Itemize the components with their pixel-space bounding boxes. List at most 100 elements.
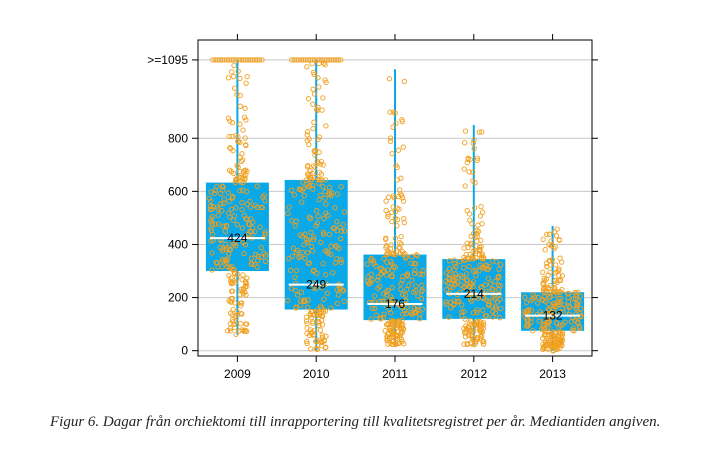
data-point (306, 214, 313, 220)
data-point (301, 297, 307, 303)
data-point (388, 242, 394, 248)
data-point (391, 300, 397, 306)
data-point (321, 215, 327, 222)
data-point (470, 268, 476, 274)
data-point (472, 234, 478, 240)
data-point (443, 301, 449, 307)
data-point (231, 217, 237, 224)
data-point (495, 275, 501, 281)
data-point (364, 278, 371, 284)
data-point (537, 309, 543, 315)
data-point (394, 164, 400, 171)
data-point (227, 320, 233, 327)
data-point (525, 308, 531, 314)
data-point (390, 341, 396, 347)
data-point (372, 305, 378, 312)
data-point (550, 347, 556, 354)
data-point (461, 341, 467, 347)
data-point (539, 326, 545, 332)
data-point (464, 159, 470, 166)
data-point (535, 300, 541, 306)
data-point (243, 321, 249, 327)
data-point (419, 282, 425, 288)
data-point (546, 242, 552, 248)
data-point (480, 307, 486, 313)
data-point (334, 300, 340, 307)
data-point (231, 85, 238, 91)
data-point (317, 309, 323, 316)
data-point (479, 329, 486, 335)
data-point (411, 270, 418, 277)
data-point (307, 182, 313, 189)
data-point (338, 228, 345, 234)
data-point (572, 290, 578, 296)
data-point (470, 248, 476, 254)
data-point (473, 248, 479, 254)
data-point (303, 314, 310, 320)
data-point (316, 196, 322, 203)
data-point (419, 271, 426, 277)
figure-caption: Figur 6. Dagar från orchiektomi till inr… (50, 414, 661, 430)
data-point (289, 253, 296, 259)
plot-frame (197, 39, 593, 357)
data-point (415, 293, 421, 299)
data-point (443, 270, 450, 276)
data-point (443, 299, 449, 305)
data-point (237, 188, 243, 194)
data-point (244, 201, 250, 207)
data-point (292, 287, 299, 294)
data-point (229, 69, 235, 75)
data-point (311, 71, 317, 78)
data-point (559, 273, 565, 279)
data-point (420, 268, 426, 274)
data-point (400, 251, 407, 258)
data-point (470, 178, 476, 184)
data-point (226, 272, 232, 279)
data-point (315, 342, 321, 349)
data-point (473, 319, 480, 325)
data-point (307, 215, 314, 222)
data-point (306, 136, 312, 142)
data-point (459, 313, 465, 319)
data-point (551, 285, 558, 291)
data-point (385, 194, 392, 200)
data-point (323, 210, 329, 216)
data-point (285, 210, 291, 217)
data-point (467, 217, 473, 223)
data-point (304, 340, 310, 347)
data-point (313, 208, 320, 214)
data-point (391, 333, 397, 340)
data-point (386, 306, 392, 312)
data-point (311, 119, 317, 125)
data-point (207, 203, 214, 209)
data-point (262, 229, 268, 235)
x-tick-label-2013: 2013 (539, 367, 566, 381)
data-point (290, 245, 297, 251)
data-point (324, 290, 330, 296)
data-point (567, 304, 573, 310)
data-point (215, 264, 221, 270)
data-point (386, 76, 393, 82)
data-point (390, 124, 396, 130)
data-point (248, 255, 255, 261)
data-point (447, 271, 453, 277)
data-point (546, 301, 552, 307)
data-point (303, 318, 310, 324)
data-point (240, 239, 246, 245)
data-point (368, 257, 374, 263)
data-point (310, 312, 317, 318)
data-point (214, 183, 220, 190)
data-point (554, 226, 560, 232)
data-point (384, 322, 390, 328)
y-tick-label: >=1095 (147, 53, 188, 67)
data-point (223, 259, 230, 265)
data-point (418, 296, 425, 302)
data-point (419, 306, 426, 312)
data-point (557, 300, 563, 306)
data-point (466, 332, 472, 339)
data-point (310, 101, 316, 107)
data-point (308, 229, 314, 236)
data-point (574, 300, 580, 306)
data-point (258, 245, 264, 251)
data-point (316, 84, 322, 90)
